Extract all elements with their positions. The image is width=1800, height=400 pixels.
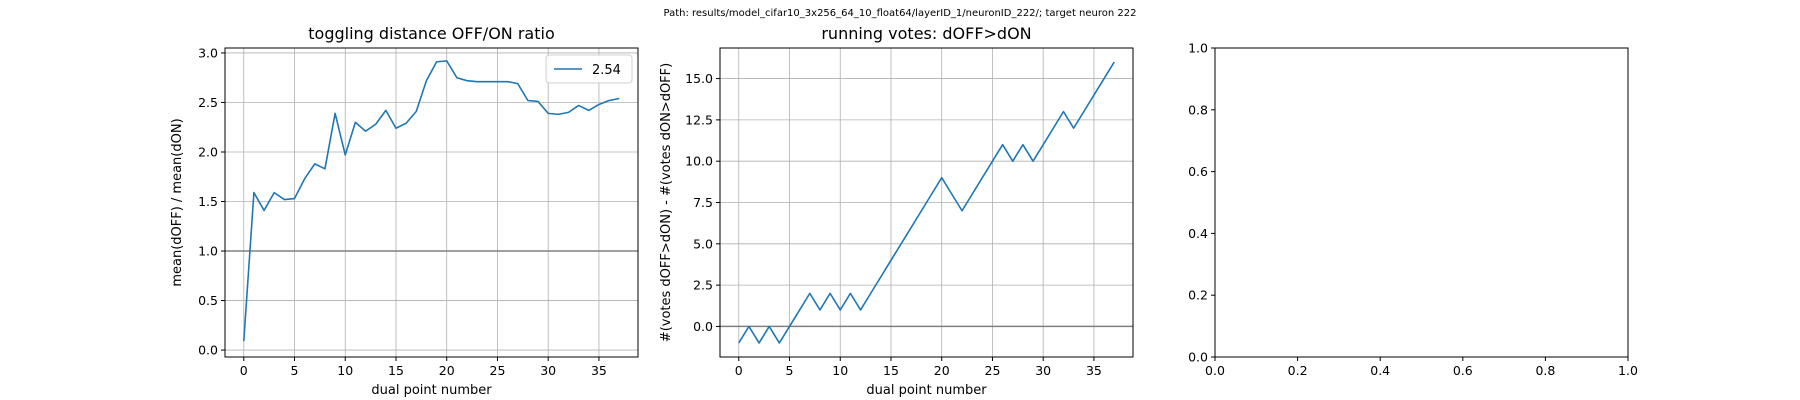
figure-suptitle: Path: results/model_cifar10_3x256_64_10_… <box>664 8 1137 19</box>
y-tick-label: 0.2 <box>1188 288 1208 303</box>
x-tick-label: 30 <box>1035 363 1051 378</box>
y-tick-label: 0.0 <box>1188 350 1208 365</box>
x-tick-label: 15 <box>883 363 899 378</box>
y-tick-label: 2.5 <box>693 278 713 293</box>
y-tick-label: 0.6 <box>1188 164 1208 179</box>
y-tick-label: 2.0 <box>198 144 218 159</box>
y-tick-label: 0.0 <box>198 343 218 358</box>
panel-empty-axes: 0.0 0.2 0.4 0.6 0.8 1.0 0.0 0.2 0.4 0.6 0.8 1.0 <box>1188 41 1638 379</box>
y-tick-label: 1.0 <box>198 244 218 259</box>
axes-frame <box>224 47 639 358</box>
y-tick-label: 3.0 <box>198 45 218 60</box>
x-tick-label: 0.4 <box>1370 363 1390 378</box>
y-tick-label: 2.5 <box>198 95 218 110</box>
x-tick-label: 0 <box>240 363 248 378</box>
chart-title: toggling distance OFF/ON ratio <box>308 24 554 43</box>
x-tick-label: 0.8 <box>1535 363 1555 378</box>
legend-entry: 2.54 <box>592 63 621 78</box>
y-tick-label: 1.0 <box>1188 41 1208 56</box>
y-tick-label: 10.0 <box>685 154 713 169</box>
x-tick-label: 1.0 <box>1618 363 1638 378</box>
legend-box <box>545 54 633 84</box>
axes-frame <box>1214 47 1629 358</box>
y-axis-label: #(votes dOFF>dON) - #(votes dON>dOFF) <box>659 63 674 342</box>
y-tick-label: 0.5 <box>198 293 218 308</box>
series-line <box>242 60 620 342</box>
x-tick-label: 20 <box>934 363 950 378</box>
panel-toggling-distance-ratio: 0 5 10 15 20 25 30 35 0.0 0.5 1.0 1.5 2.0 2.5 3.0 toggl… <box>170 24 639 398</box>
x-tick-label: 25 <box>985 363 1001 378</box>
y-tick-label: 0.4 <box>1188 226 1208 241</box>
x-tick-label: 0.2 <box>1288 363 1308 378</box>
x-tick-label: 5 <box>786 363 794 378</box>
x-tick-label: 20 <box>439 363 455 378</box>
series-line <box>738 61 1115 344</box>
panel-running-votes: 0 5 10 15 20 25 30 35 0.0 2.5 5.0 7.5 10.0 12.5 15.0 ru… <box>659 24 1134 398</box>
y-axis-label: mean(dOFF) / mean(dON) <box>170 118 185 286</box>
x-axis-label: dual point number <box>371 383 492 398</box>
x-tick-label: 25 <box>490 363 506 378</box>
y-tick-label: 5.0 <box>693 236 713 251</box>
y-tick-label: 12.5 <box>685 112 713 127</box>
y-tick-label: 15.0 <box>685 71 713 86</box>
x-tick-label: 0.0 <box>1205 363 1225 378</box>
y-tick-label: 1.5 <box>198 194 218 209</box>
chart-title: running votes: dOFF>dON <box>821 24 1031 43</box>
y-tick-label: 0.8 <box>1188 102 1208 117</box>
y-tick-label: 7.5 <box>693 195 713 210</box>
x-tick-label: 10 <box>337 363 353 378</box>
x-tick-label: 15 <box>388 363 404 378</box>
x-tick-label: 0.6 <box>1453 363 1473 378</box>
y-tick-label: 0.0 <box>693 319 713 334</box>
x-tick-label: 5 <box>291 363 299 378</box>
x-tick-label: 35 <box>591 363 607 378</box>
x-tick-label: 30 <box>540 363 556 378</box>
x-tick-label: 0 <box>735 363 743 378</box>
x-tick-label: 35 <box>1086 363 1102 378</box>
x-tick-label: 10 <box>832 363 848 378</box>
x-axis-label: dual point number <box>866 383 987 398</box>
